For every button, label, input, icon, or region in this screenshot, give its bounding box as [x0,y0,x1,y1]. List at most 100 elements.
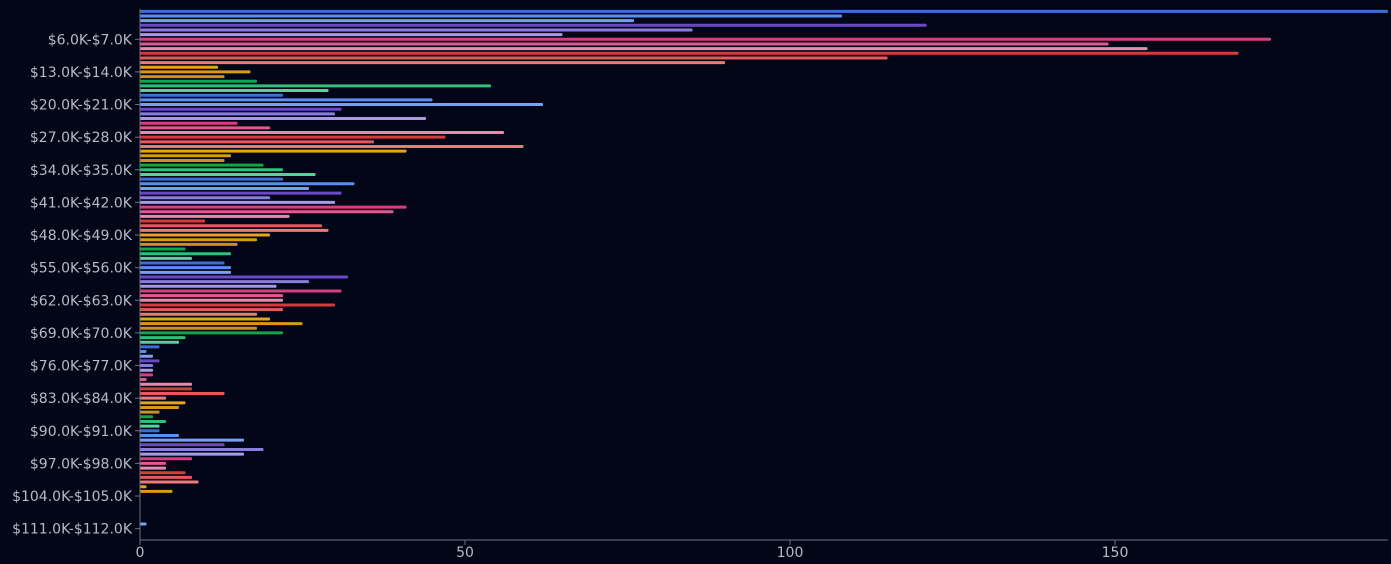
bar-48 [140,233,270,237]
bar-72 [140,345,160,349]
bar-23 [140,117,426,121]
bar-20 [140,103,543,107]
bar-82 [140,392,225,396]
bar-68 [140,326,257,330]
bar-53 [140,256,192,260]
bar-13 [140,70,251,74]
bar-25 [140,126,270,130]
bar-14 [140,75,225,79]
bar-4 [140,28,693,32]
bar-1 [140,14,842,18]
bar-86 [140,410,160,414]
y-tick-label: $83.0K-$84.0K [30,391,133,407]
bar-10 [140,56,888,60]
y-tick-label: $27.0K-$28.0K [30,130,133,146]
bar-3 [140,23,927,27]
bar-21 [140,107,342,111]
bar-36 [140,177,283,181]
x-tick-label: 100 [777,545,804,560]
bars-layer [140,9,1388,526]
bar-22 [140,112,335,116]
bar-31 [140,154,231,158]
bar-46 [140,224,322,228]
bar-28 [140,140,374,144]
bar-49 [140,238,257,242]
bar-76 [140,364,153,368]
bar-101 [140,480,199,484]
bar-89 [140,424,160,428]
bar-56 [140,270,231,274]
bar-63 [140,303,335,307]
y-tick-label: $41.0K-$42.0K [30,195,133,211]
y-tick-label: $48.0K-$49.0K [30,228,133,244]
bar-16 [140,84,491,88]
bar-41 [140,200,335,204]
bar-37 [140,182,355,186]
bar-59 [140,284,277,288]
bar-8 [140,47,1148,51]
bar-87 [140,415,153,419]
bar-98 [140,466,166,470]
bar-73 [140,350,147,354]
bar-75 [140,359,160,363]
bar-52 [140,252,231,256]
bar-102 [140,485,147,489]
y-tick-label: $13.0K-$14.0K [30,65,133,81]
bar-30 [140,149,407,153]
y-tick-label: $69.0K-$70.0K [30,326,133,342]
bar-69 [140,331,283,335]
bar-95 [140,452,244,456]
y-tick-label: $97.0K-$98.0K [30,456,133,472]
bar-79 [140,378,147,382]
y-tick-label: $76.0K-$77.0K [30,359,133,375]
x-tick-label: 150 [1102,545,1129,560]
bar-83 [140,396,166,400]
bar-26 [140,131,504,135]
y-tick-label: $20.0K-$21.0K [30,98,133,114]
bar-2 [140,19,634,23]
bar-91 [140,433,179,437]
bar-42 [140,205,407,209]
bar-92 [140,438,244,442]
bar-96 [140,457,192,461]
bar-88 [140,419,166,423]
y-tick-label: $111.0K-$112.0K [12,522,133,538]
bar-55 [140,266,231,270]
bar-66 [140,317,270,321]
bar-35 [140,172,316,176]
bar-99 [140,471,186,475]
y-tick-label: $104.0K-$105.0K [12,489,133,505]
bar-97 [140,461,166,465]
bar-12 [140,65,218,69]
bar-54 [140,261,225,265]
bar-70 [140,336,186,340]
y-tick-label: $6.0K-$7.0K [48,32,133,48]
bar-9 [140,51,1239,55]
bar-11 [140,61,725,65]
bar-93 [140,443,225,447]
bar-15 [140,79,257,83]
bar-38 [140,186,309,190]
bar-74 [140,354,153,358]
bar-24 [140,121,238,125]
bar-40 [140,196,270,200]
bar-110 [140,522,147,526]
bar-27 [140,135,446,139]
bar-43 [140,210,394,214]
bar-103 [140,489,173,493]
bar-47 [140,228,329,232]
bar-29 [140,144,524,148]
x-axis: 0 50 100 150 [136,9,1388,561]
bar-0 [140,9,1388,13]
bar-67 [140,322,303,326]
bar-39 [140,191,342,195]
x-tick-label: 50 [456,545,474,560]
bar-64 [140,308,283,312]
bar-78 [140,373,153,377]
x-tick-label: 0 [136,545,145,560]
bar-61 [140,294,283,298]
bar-45 [140,219,205,223]
bar-51 [140,247,186,251]
bar-65 [140,312,257,316]
